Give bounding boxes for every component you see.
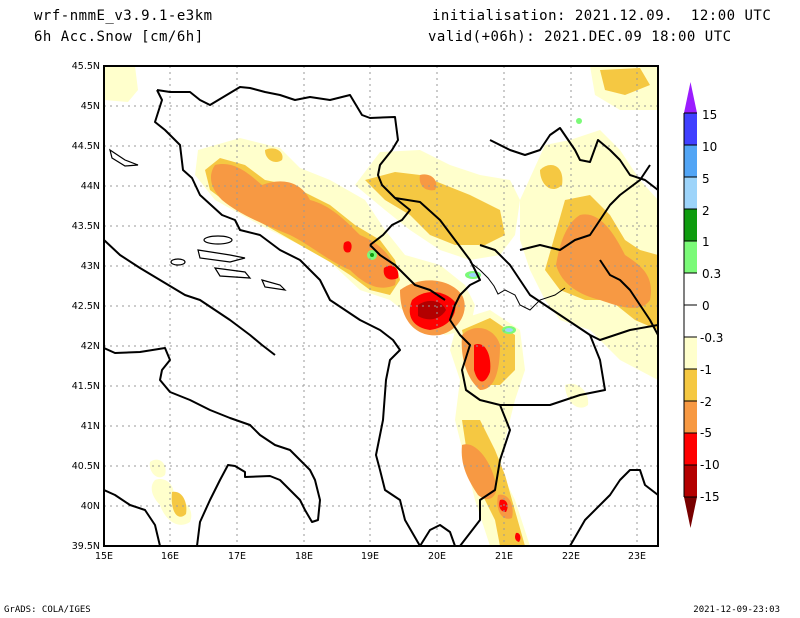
lon-label: 19E	[361, 551, 379, 562]
latitude-labels: 45.5N 45N 44.5N 44N 43.5N 43N 42.5N 42N …	[72, 61, 100, 552]
longitude-labels: 15E 16E 17E 18E 19E 20E 21E 22E 23E	[95, 551, 646, 562]
colorbar-band	[684, 273, 697, 305]
lon-label: 22E	[562, 551, 580, 562]
colorbar-band	[684, 369, 697, 401]
lat-label: 39.5N	[72, 541, 100, 552]
colorbar-band	[684, 305, 697, 337]
map-frame	[103, 65, 659, 547]
colorbar-label: 0.3	[702, 267, 721, 281]
lat-label: 42N	[81, 341, 100, 352]
lat-label: 45.5N	[72, 61, 100, 72]
colorbar-label: 5	[702, 172, 710, 186]
colorbar-band	[684, 465, 697, 497]
coastlines-borders	[104, 86, 658, 546]
lon-label: 18E	[295, 551, 313, 562]
lon-label: 20E	[428, 551, 446, 562]
lat-label: 45N	[81, 101, 100, 112]
lat-label: 44.5N	[72, 141, 100, 152]
footer-credit: GrADS: COLA/IGES	[4, 605, 91, 615]
lat-label: 41.5N	[72, 381, 100, 392]
lon-label: 17E	[228, 551, 246, 562]
colorbar-band	[684, 177, 697, 209]
model-title: wrf-nmmE_v3.9.1-e3km	[34, 8, 213, 24]
lon-label: 15E	[95, 551, 113, 562]
lat-label: 41N	[81, 421, 100, 432]
islands	[109, 148, 287, 291]
colorbar-band	[684, 401, 697, 433]
colorbar-label: 10	[702, 140, 717, 154]
colorbar-label: 1	[702, 235, 710, 249]
colorbar-label: -5	[700, 426, 712, 440]
lat-label: 43N	[81, 261, 100, 272]
snow-fields	[104, 66, 658, 546]
lon-label: 21E	[495, 551, 513, 562]
kosovo-border	[469, 261, 566, 311]
initialisation-time: initialisation: 2021.12.09. 12:00 UTC	[432, 8, 772, 24]
lat-label: 43.5N	[72, 221, 100, 232]
colorbar-bottom-arrow	[684, 497, 697, 528]
colorbar-band	[684, 145, 697, 177]
colorbar-top-arrow	[684, 82, 697, 113]
lat-label: 40.5N	[72, 461, 100, 472]
colorbar-label: -0.3	[700, 331, 723, 345]
lon-label: 16E	[161, 551, 179, 562]
snow-10-15cm	[418, 300, 446, 320]
lat-label: 44N	[81, 181, 100, 192]
colorbar-label: -10	[700, 458, 720, 472]
colorbar-band	[684, 241, 697, 273]
lon-label: 23E	[628, 551, 646, 562]
colorbar-label: 0	[702, 299, 710, 313]
valid-time: valid(+06h): 2021.DEC.09 18:00 UTC	[428, 29, 732, 45]
lat-label: 40N	[81, 501, 100, 512]
field-title: 6h Acc.Snow [cm/6h]	[34, 29, 204, 45]
colorbar-label: -1	[700, 363, 712, 377]
colorbar-label: -2	[700, 395, 712, 409]
lat-label: 42.5N	[72, 301, 100, 312]
colorbar-band	[684, 433, 697, 465]
colorbar-band	[684, 113, 697, 145]
colorbar-labels: 15 10 5 2 1 0.3 0 -0.3 -1 -2 -5 -10 -15	[700, 108, 723, 504]
footer-timestamp: 2021-12-09-23:03	[693, 605, 780, 615]
colorbar-label: 15	[702, 108, 717, 122]
colorbar	[683, 82, 697, 528]
colorbar-band	[684, 337, 697, 369]
colorbar-label: -15	[700, 490, 720, 504]
colorbar-band	[684, 209, 697, 241]
colorbar-label: 2	[702, 204, 710, 218]
